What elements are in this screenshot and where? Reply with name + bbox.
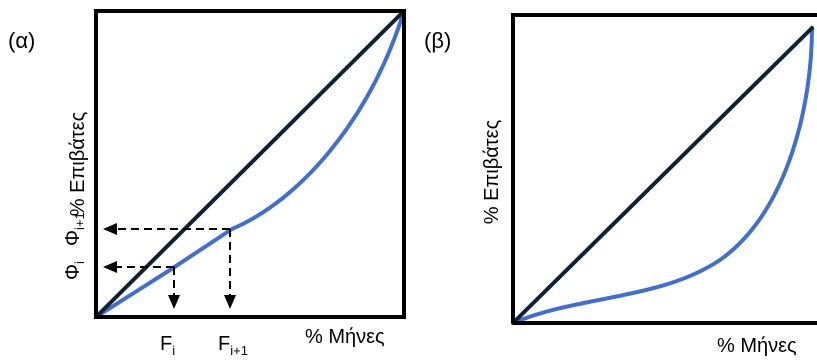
panel-b-x-axis-label: % Μήνες — [717, 335, 797, 357]
f-i-arrowhead — [168, 295, 180, 309]
phi-i1-sub: i+1 — [72, 212, 87, 230]
phi-i1-label: Φi+1 — [62, 212, 87, 246]
panel-a-tag: (α) — [8, 28, 35, 53]
f-i1-sub: i+1 — [230, 343, 248, 358]
phi-i-main: Φ — [62, 264, 84, 280]
f-i1-main: F — [218, 333, 230, 355]
panel-a-frame — [94, 9, 406, 319]
phi-i1-arrowhead — [103, 223, 117, 235]
panel-a-x-axis-label: % Μήνες — [305, 326, 385, 348]
panel-b: (β) % Επιβάτες % Μήνες — [424, 13, 817, 357]
f-i-sub: i — [172, 343, 175, 358]
f-i-main: F — [160, 333, 172, 355]
panel-a-guide-lines — [103, 223, 236, 309]
panel-b-tag: (β) — [424, 28, 451, 53]
f-i1-arrowhead — [224, 295, 236, 309]
panel-b-equality-line — [511, 26, 814, 325]
phi-i-sub: i — [72, 261, 87, 264]
panel-a: (α) % Επιβάτες Φi+1 Φi Fi — [8, 9, 406, 358]
panel-a-lorenz-curve — [94, 9, 406, 319]
panel-b-y-axis-label: % Επιβάτες — [481, 119, 503, 224]
phi-i-arrowhead — [103, 261, 117, 273]
panel-a-equality-line — [94, 9, 406, 319]
panel-b-lorenz-curve — [511, 26, 814, 325]
panel-b-frame — [511, 13, 817, 325]
phi-i1-main: Φ — [62, 230, 84, 246]
f-i1-label: Fi+1 — [218, 333, 248, 358]
f-i-label: Fi — [160, 333, 175, 358]
phi-i-label: Φi — [62, 261, 87, 280]
panel-a-y-axis-label: % Επιβάτες — [67, 111, 89, 216]
